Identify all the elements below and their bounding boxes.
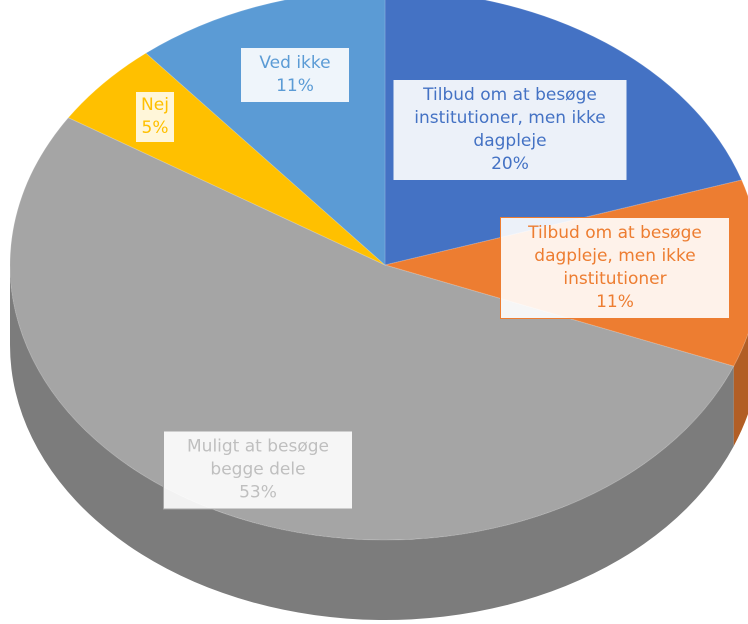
data-label: Nej 5% bbox=[135, 91, 175, 143]
data-label: Tilbud om at besøge institutioner, men i… bbox=[392, 79, 628, 181]
label-name: Nej bbox=[141, 95, 169, 115]
label-value: 53% bbox=[239, 482, 277, 503]
data-label: Tilbud om at besøge dagpleje, men ikke i… bbox=[500, 217, 730, 319]
label-name: Tilbud om at besøge dagpleje, men ikke i… bbox=[528, 223, 702, 289]
label-name: Tilbud om at besøge institutioner, men i… bbox=[414, 85, 606, 151]
label-name: Muligt at besøge begge dele bbox=[187, 436, 329, 480]
data-label: Muligt at besøge begge dele 53% bbox=[163, 430, 353, 510]
pie-side bbox=[733, 333, 748, 447]
label-value: 11% bbox=[596, 292, 634, 312]
label-name: Ved ikke bbox=[259, 53, 331, 73]
data-label: Ved ikke 11% bbox=[240, 47, 350, 103]
label-value: 11% bbox=[276, 76, 314, 96]
label-value: 5% bbox=[141, 118, 169, 138]
pie-side bbox=[10, 265, 734, 620]
label-value: 20% bbox=[491, 154, 529, 174]
